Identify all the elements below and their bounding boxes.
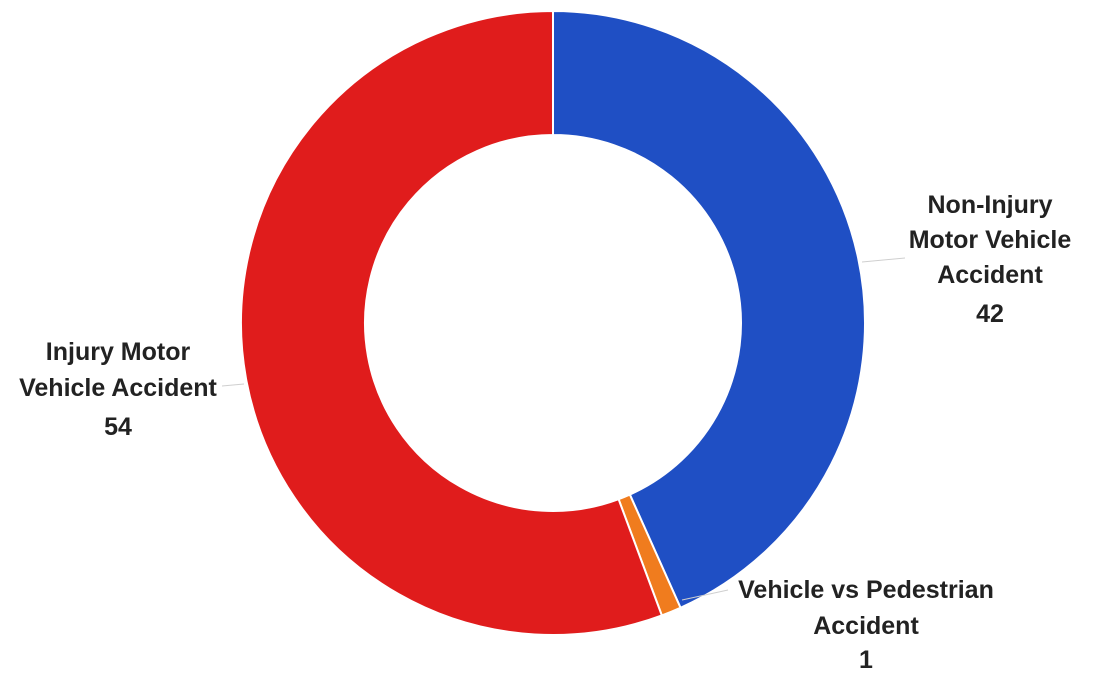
leader-line-injury [221,383,245,387]
data-label-injury-line-2: Vehicle Accident [19,374,217,402]
data-label-non-injury: Non-Injury Motor Vehicle Accident 42 [909,191,1072,328]
data-label-non-injury-line-2: Motor Vehicle [909,226,1072,254]
data-label-injury-value: 54 [104,413,132,441]
data-label-pedestrian-value: 1 [859,646,873,673]
data-label-non-injury-line-3: Accident [937,261,1043,289]
slice-injury [240,9,664,636]
data-label-pedestrian-line-1: Vehicle vs Pedestrian [738,576,994,604]
data-label-pedestrian: Vehicle vs Pedestrian Accident 1 [738,576,994,673]
data-label-injury: Injury Motor Vehicle Accident 54 [19,338,217,441]
data-label-non-injury-value: 42 [976,300,1004,328]
leader-lines [221,257,906,601]
slice-non-injury [552,9,866,610]
leader-line-pedestrian [681,589,729,601]
data-label-non-injury-line-1: Non-Injury [928,191,1053,219]
leader-line-non-injury [861,257,906,263]
donut-slices [240,9,866,636]
data-label-injury-line-1: Injury Motor [46,338,191,366]
data-label-pedestrian-line-2: Accident [813,612,919,640]
